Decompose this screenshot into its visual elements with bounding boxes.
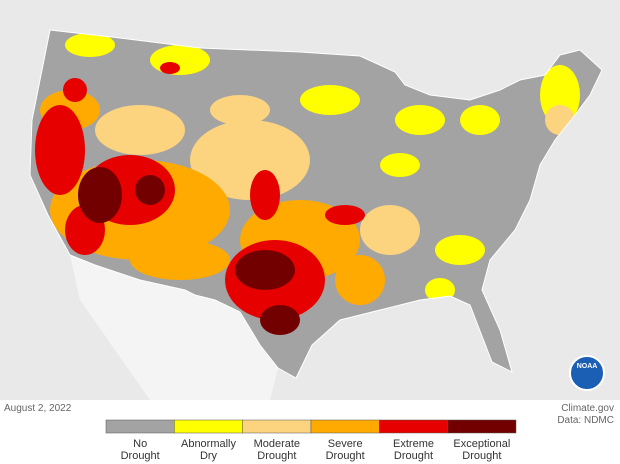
- legend-swatch: [105, 419, 175, 434]
- date: August 2, 2022: [4, 403, 72, 414]
- legend-label: Extreme: [393, 438, 434, 450]
- drought-area: [380, 153, 420, 177]
- drought-area: [260, 305, 300, 335]
- drought-area: [65, 33, 115, 57]
- drought-area: [250, 170, 280, 220]
- legend-label: Drought: [121, 450, 160, 462]
- legend-label: Drought: [257, 450, 296, 462]
- legend-swatch: [174, 419, 243, 434]
- legend-label: Abnormally: [181, 438, 237, 450]
- legend-label: No: [133, 438, 147, 450]
- drought-area: [130, 240, 230, 280]
- drought-area: [325, 205, 365, 225]
- legend-label: Dry: [200, 450, 218, 462]
- drought-area: [190, 120, 310, 200]
- drought-area: [150, 45, 210, 75]
- drought-area: [435, 235, 485, 265]
- drought-area: [395, 105, 445, 135]
- drought-area: [335, 255, 385, 305]
- legend-swatch: [310, 419, 380, 434]
- drought-area: [360, 205, 420, 255]
- credit: Data: NDMC: [557, 415, 614, 426]
- legend-swatch: [379, 419, 448, 434]
- legend-label: Drought: [462, 450, 501, 462]
- legend-swatch: [242, 419, 312, 434]
- drought-area: [35, 105, 85, 195]
- us-outline: [29, 29, 603, 379]
- legend-label: Drought: [394, 450, 433, 462]
- mexico: [70, 255, 278, 400]
- drought-area: [160, 62, 180, 74]
- drought-area: [95, 105, 185, 155]
- drought-area: [235, 250, 295, 290]
- credit: Climate.gov: [561, 403, 614, 414]
- noaa-logo: [569, 355, 605, 391]
- legend-label: Drought: [326, 450, 365, 462]
- map: [30, 30, 602, 378]
- logo-text: NOAA: [577, 363, 598, 370]
- drought-area: [78, 167, 122, 223]
- drought-area: [210, 95, 270, 125]
- drought-area: [300, 85, 360, 115]
- drought-area: [63, 78, 87, 102]
- legend-label: Exceptional: [453, 438, 510, 450]
- legend-swatch: [447, 419, 517, 434]
- legend: NoDroughtAbnormallyDryModerateDroughtSev…: [105, 419, 517, 462]
- legend-label: Severe: [328, 438, 363, 450]
- drought-area: [460, 105, 500, 135]
- legend-label: Moderate: [254, 438, 300, 450]
- drought-areas: [35, 33, 580, 335]
- drought-area: [135, 175, 165, 205]
